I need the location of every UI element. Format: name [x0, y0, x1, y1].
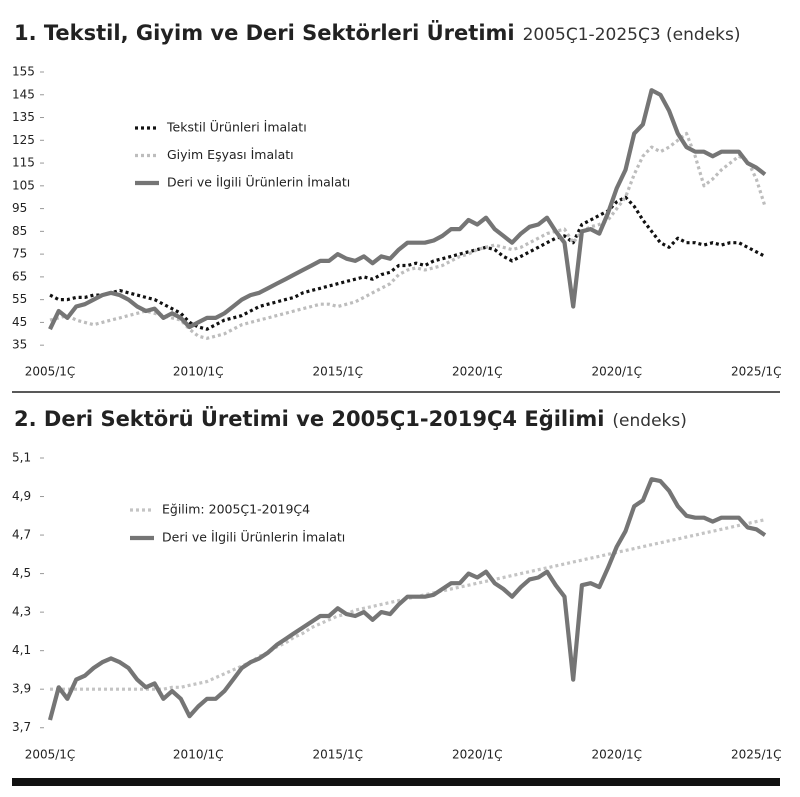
x-tick-label: 2015/1Ç — [312, 748, 363, 762]
legend-label: Tekstil Ürünleri İmalatı — [166, 119, 307, 135]
x-tick-label: 2020/1Ç — [452, 748, 503, 762]
series-line — [50, 518, 766, 691]
y-tick-label: 135 — [12, 110, 35, 124]
y-tick-label: 35 — [12, 338, 27, 352]
chart-subtitle: (endeks) — [612, 411, 686, 431]
chart-title: 2. Deri Sektörü Üretimi ve 2005Ç1-2019Ç4… — [14, 406, 604, 431]
legend-label: Eğilim: 2005Ç1-2019Ç4 — [162, 502, 310, 517]
y-tick-label: 145 — [12, 87, 35, 101]
y-tick-label: 125 — [12, 133, 35, 147]
chart-subtitle: 2005Ç1-2025Ç3 (endeks) — [523, 25, 741, 45]
y-tick-label: 45 — [12, 315, 27, 329]
bottom-bar — [12, 778, 780, 786]
y-tick-label: 3,9 — [12, 682, 31, 696]
x-tick-label: 2020/1Ç — [452, 365, 503, 379]
x-tick-label: 2010/1Ç — [173, 748, 224, 762]
y-tick-label: 85 — [12, 224, 27, 238]
y-tick-label: 75 — [12, 247, 27, 261]
x-tick-label: 2020/1Ç — [591, 748, 642, 762]
series-line — [48, 88, 767, 331]
y-tick-label: 4,3 — [12, 605, 31, 619]
y-tick-label: 4,1 — [12, 643, 31, 657]
x-tick-label: 2025/1Ç — [731, 748, 782, 762]
x-tick-label: 2005/1Ç — [25, 748, 76, 762]
legend-label: Deri ve İlgili Ürünlerin İmalatı — [167, 174, 350, 190]
legend-label: Giyim Eşyası İmalatı — [167, 147, 294, 162]
series-line — [49, 131, 767, 340]
y-tick-label: 4,7 — [12, 528, 31, 542]
y-tick-label: 105 — [12, 178, 35, 192]
y-tick-label: 155 — [12, 65, 35, 79]
y-tick-label: 65 — [12, 269, 27, 283]
y-tick-label: 115 — [12, 156, 35, 170]
chart-title: 1. Tekstil, Giyim ve Deri Sektörleri Üre… — [14, 20, 515, 45]
legend-label: Deri ve İlgili Ürünlerin İmalatı — [162, 529, 345, 545]
y-tick-label: 55 — [12, 292, 27, 306]
x-tick-label: 2015/1Ç — [312, 365, 363, 379]
x-tick-label: 2010/1Ç — [173, 365, 224, 379]
series-line — [47, 477, 767, 721]
y-tick-label: 95 — [12, 201, 27, 215]
x-tick-label: 2020/1Ç — [591, 365, 642, 379]
y-tick-label: 3,7 — [12, 720, 31, 734]
x-tick-label: 2005/1Ç — [25, 365, 76, 379]
y-tick-label: 5,1 — [12, 451, 31, 465]
y-tick-label: 4,9 — [12, 489, 31, 503]
y-tick-label: 4,5 — [12, 566, 31, 580]
x-tick-label: 2025/1Ç — [731, 365, 782, 379]
